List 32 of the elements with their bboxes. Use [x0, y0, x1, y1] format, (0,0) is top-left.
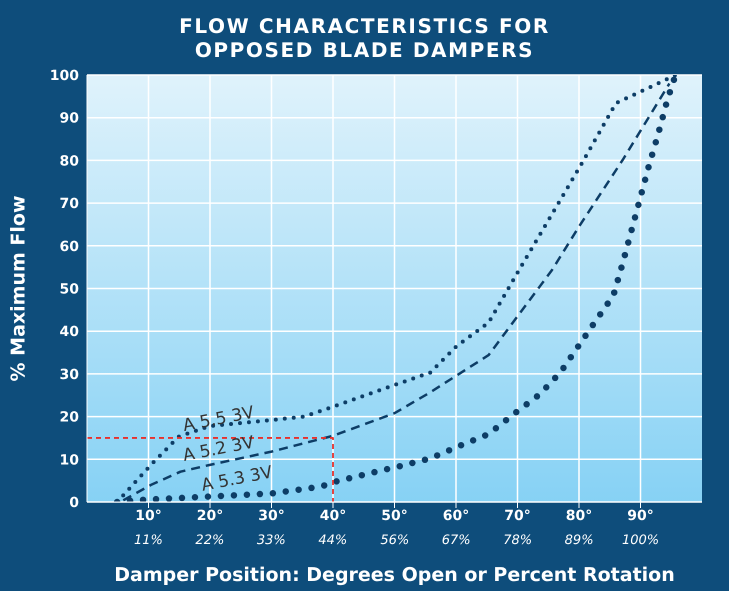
x2-tick-label: 44%: [318, 533, 348, 548]
x2-tick-label: 78%: [503, 533, 532, 548]
x-tick-label: 30°: [258, 508, 285, 524]
x-tick-label: 70°: [504, 508, 531, 524]
y-tick-label: 80: [60, 153, 80, 170]
x2-tick-label: 89%: [564, 533, 594, 548]
x2-tick-label: 100%: [622, 533, 660, 548]
x2-tick-label: 56%: [380, 533, 410, 548]
x-axis-title: Damper Position: Degrees Open or Percent Rotation: [114, 564, 675, 586]
y-tick-label: 20: [60, 410, 80, 426]
y-tick-label: 30: [60, 366, 80, 383]
y-tick-label: 0: [69, 494, 80, 511]
x-tick-label: 10°: [135, 508, 162, 524]
y-tick-label: 40: [60, 324, 80, 340]
x2-tick-label: 11%: [134, 533, 163, 548]
x-tick-label: 20°: [196, 508, 224, 524]
x-tick-label: 50°: [381, 508, 408, 524]
y-tick-label: 100: [50, 68, 80, 84]
y-tick-label: 50: [60, 281, 80, 298]
x2-tick-label: 33%: [256, 533, 286, 548]
chart-title: FLOW CHARACTERISTICS FOR OPPOSED BLADE DAMPERS: [178, 14, 551, 62]
y-tick-label: 60: [60, 238, 80, 255]
x-tick-label: 80°: [566, 508, 592, 524]
y-axis-title: % Maximum Flow: [8, 196, 30, 382]
x2-tick-label: 67%: [442, 533, 471, 548]
y-tick-label: 70: [60, 196, 80, 212]
x-tick-label: 40°: [320, 508, 346, 524]
x-tick-label: 90°: [627, 508, 654, 524]
x-tick-label: 60°: [442, 508, 470, 524]
y-tick-label: 90: [60, 110, 80, 127]
x2-tick-label: 22%: [195, 533, 224, 548]
y-tick-label: 10: [60, 452, 80, 468]
